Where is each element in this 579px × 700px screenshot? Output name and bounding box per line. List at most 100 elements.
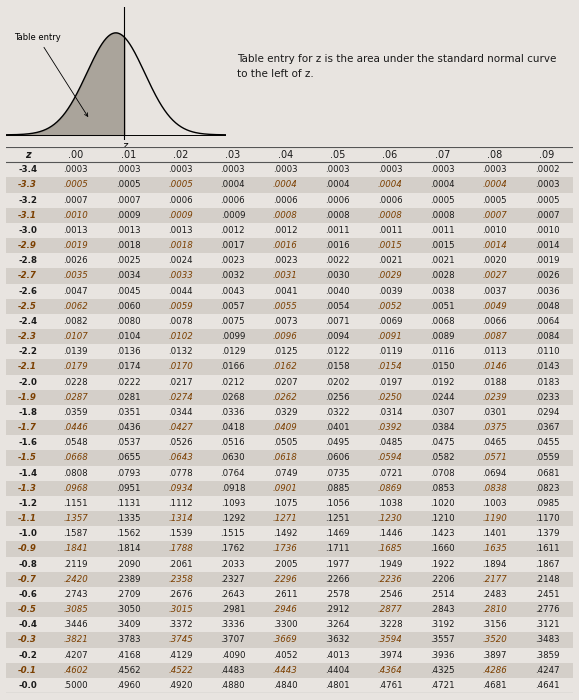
Text: .0485: .0485 [378, 438, 402, 447]
Text: .0455: .0455 [535, 438, 559, 447]
Text: .2483: .2483 [482, 590, 507, 599]
Text: .0301: .0301 [482, 408, 507, 417]
Text: .0006: .0006 [221, 195, 245, 204]
Text: .1469: .1469 [325, 529, 350, 538]
Text: .0655: .0655 [116, 454, 141, 463]
Text: .0749: .0749 [273, 468, 298, 477]
Text: .0021: .0021 [378, 256, 402, 265]
Text: .0116: .0116 [430, 347, 455, 356]
Bar [6, 390, 573, 405]
Text: .0869: .0869 [378, 484, 402, 493]
Text: .0179: .0179 [64, 363, 88, 372]
Text: .0003: .0003 [116, 165, 141, 174]
Text: .0158: .0158 [325, 363, 350, 372]
Text: .0281: .0281 [116, 393, 141, 402]
Text: .0004: .0004 [482, 181, 507, 190]
Text: .0901: .0901 [273, 484, 298, 493]
Text: .3156: .3156 [482, 620, 507, 629]
Text: .0197: .0197 [378, 377, 402, 386]
Text: .0968: .0968 [64, 484, 88, 493]
Text: .0055: .0055 [273, 302, 298, 311]
Bar [6, 556, 573, 572]
Text: .4443: .4443 [273, 666, 298, 675]
Text: .0951: .0951 [116, 484, 141, 493]
Text: .0446: .0446 [64, 423, 88, 432]
Text: .2578: .2578 [325, 590, 350, 599]
Text: -0.2: -0.2 [19, 650, 37, 659]
Text: .0008: .0008 [325, 211, 350, 220]
Text: .0129: .0129 [221, 347, 245, 356]
Text: .0401: .0401 [325, 423, 350, 432]
Text: .0019: .0019 [535, 256, 559, 265]
Text: .0170: .0170 [168, 363, 193, 372]
Text: .0107: .0107 [64, 332, 88, 341]
Text: .2643: .2643 [221, 590, 245, 599]
Text: .0012: .0012 [221, 226, 245, 235]
Text: .0057: .0057 [221, 302, 245, 311]
Text: .1711: .1711 [325, 545, 350, 554]
Text: .0049: .0049 [482, 302, 507, 311]
Text: .07: .07 [435, 150, 450, 160]
Text: .4090: .4090 [221, 650, 245, 659]
Text: .1660: .1660 [430, 545, 455, 554]
Text: .1357: .1357 [64, 514, 88, 523]
Text: .3594: .3594 [378, 636, 402, 645]
Text: .0005: .0005 [168, 181, 193, 190]
Text: .3669: .3669 [273, 636, 298, 645]
Text: .0005: .0005 [64, 181, 88, 190]
Text: -2.9: -2.9 [19, 241, 37, 250]
Text: .09: .09 [540, 150, 555, 160]
Text: .4404: .4404 [325, 666, 350, 675]
Text: .0015: .0015 [378, 241, 402, 250]
Text: .3483: .3483 [535, 636, 559, 645]
Text: .2810: .2810 [482, 605, 507, 614]
Text: .3632: .3632 [325, 636, 350, 645]
Text: .0007: .0007 [116, 195, 141, 204]
Text: .0174: .0174 [116, 363, 141, 372]
Text: .0045: .0045 [116, 286, 141, 295]
Text: .0307: .0307 [430, 408, 455, 417]
Text: .0125: .0125 [273, 347, 298, 356]
Text: .0027: .0027 [482, 272, 507, 281]
Text: -3.2: -3.2 [18, 195, 37, 204]
Text: .0043: .0043 [221, 286, 245, 295]
Text: .4013: .4013 [325, 650, 350, 659]
Text: .0089: .0089 [430, 332, 455, 341]
Text: .0048: .0048 [535, 302, 559, 311]
Text: .0020: .0020 [482, 256, 507, 265]
Text: .1190: .1190 [482, 514, 507, 523]
Text: .0011: .0011 [430, 226, 455, 235]
Text: .0003: .0003 [64, 165, 88, 174]
Text: .0104: .0104 [116, 332, 141, 341]
Text: .0002: .0002 [535, 165, 559, 174]
Text: .0082: .0082 [64, 317, 88, 326]
Text: .0004: .0004 [430, 181, 455, 190]
Text: .1949: .1949 [378, 559, 402, 568]
Text: .1401: .1401 [482, 529, 507, 538]
Text: .0212: .0212 [221, 377, 245, 386]
Text: .1151: .1151 [64, 499, 88, 508]
Text: .0023: .0023 [221, 256, 245, 265]
Text: .0008: .0008 [378, 211, 402, 220]
Text: .3936: .3936 [430, 650, 455, 659]
Text: .1112: .1112 [168, 499, 193, 508]
Text: .01: .01 [120, 150, 136, 160]
Text: .1251: .1251 [325, 514, 350, 523]
Text: .2420: .2420 [64, 575, 88, 584]
Text: .1271: .1271 [273, 514, 298, 523]
Text: .0003: .0003 [430, 165, 455, 174]
Bar [6, 177, 573, 192]
Text: .1292: .1292 [221, 514, 245, 523]
Text: .1170: .1170 [535, 514, 559, 523]
Bar [6, 405, 573, 420]
Bar [6, 374, 573, 390]
Bar [6, 329, 573, 344]
Text: -0.9: -0.9 [19, 545, 37, 554]
Text: .0150: .0150 [430, 363, 455, 372]
Text: .0026: .0026 [64, 256, 88, 265]
Text: .0594: .0594 [378, 454, 402, 463]
Text: .0008: .0008 [273, 211, 298, 220]
Text: .0119: .0119 [378, 347, 402, 356]
Text: .02: .02 [173, 150, 188, 160]
Text: .0537: .0537 [116, 438, 141, 447]
